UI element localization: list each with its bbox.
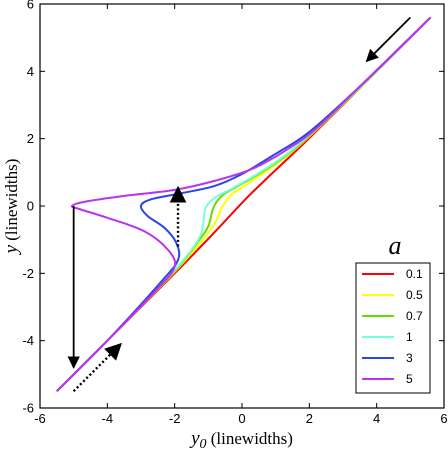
- legend-label: 0.7: [406, 309, 423, 323]
- x-axis-label-subscript: 0: [200, 437, 207, 452]
- y-tick-label: -2: [22, 266, 34, 281]
- legend-label: 0.5: [406, 288, 423, 302]
- x-tick-label: 4: [373, 411, 380, 426]
- y-axis-label-unit: (linewidths): [2, 159, 21, 245]
- legend-label: 1: [406, 330, 413, 344]
- legend-label: 0.1: [406, 267, 423, 281]
- x-axis-label-symbol: y: [189, 428, 200, 449]
- plot-area: [56, 16, 432, 393]
- y-tick-label: 4: [27, 64, 34, 79]
- y-axis-label-symbol: y: [1, 244, 22, 255]
- y-tick-label: -6: [22, 401, 34, 416]
- x-tick-label: 6: [440, 411, 447, 426]
- y-tick-label: 0: [27, 199, 34, 214]
- x-tick-label: 0: [238, 411, 245, 426]
- x-tick-label: 2: [306, 411, 313, 426]
- x-axis-label: y0 (linewidths): [189, 428, 293, 452]
- series-line-3: [56, 16, 432, 392]
- legend-box: [355, 262, 431, 394]
- y-tick-label: -4: [22, 333, 34, 348]
- y-axis-label: y (linewidths): [1, 159, 22, 256]
- legend: a 0.1 0.5 0.7 1 3 5: [355, 231, 431, 394]
- series-line-5: [56, 16, 432, 392]
- x-tick-label: -6: [34, 411, 46, 426]
- legend-title: a: [389, 231, 402, 260]
- y-tick-label: 6: [27, 0, 34, 12]
- y-tick-label: 2: [27, 131, 34, 146]
- x-tick-label: -4: [102, 411, 114, 426]
- x-tick-label: -2: [169, 411, 181, 426]
- legend-label: 5: [406, 372, 413, 386]
- dotted-arrow-2: [72, 342, 122, 393]
- solid-arrow-0: [365, 16, 411, 63]
- legend-label: 3: [406, 351, 413, 365]
- x-axis-label-unit: (linewidths): [207, 429, 293, 448]
